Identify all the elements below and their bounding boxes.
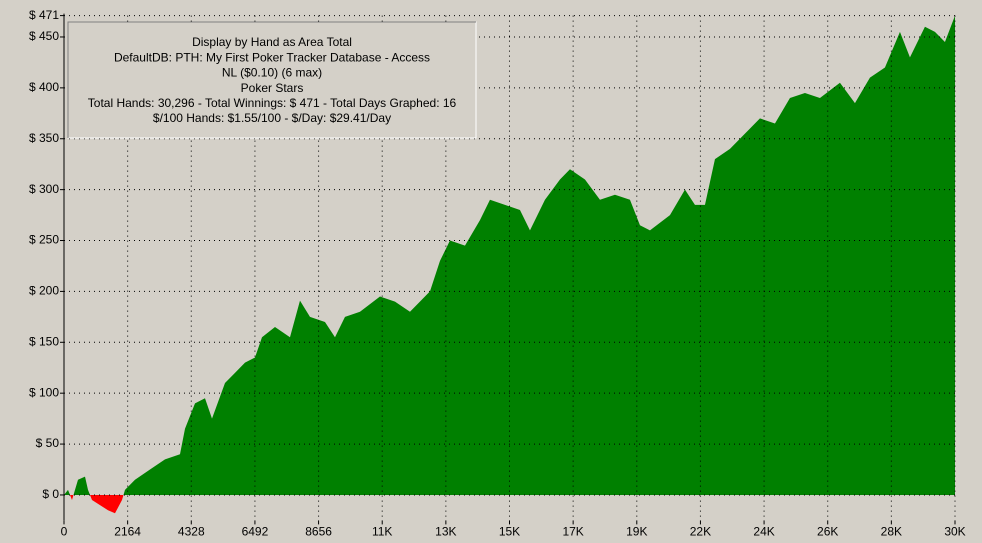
info-text: $/100 Hands: $1.55/100 - $/Day: $29.41/D… — [153, 111, 391, 125]
y-tick-label: $ 350 — [29, 131, 59, 145]
x-tick-label: 30K — [944, 525, 965, 539]
y-tick-label: $ 0 — [42, 487, 59, 501]
info-box — [67, 21, 477, 139]
info-box-shadow — [67, 21, 476, 138]
x-tick-label: 0 — [61, 525, 68, 539]
y-tick-label: $ 400 — [29, 80, 59, 94]
x-tick-label: 2164 — [114, 525, 141, 539]
x-tick-label: 28K — [881, 525, 902, 539]
x-tick-label: 24K — [753, 525, 774, 539]
x-tick-label: 22K — [690, 525, 711, 539]
y-tick-label: $ 50 — [36, 436, 60, 450]
x-tick-label: 4328 — [178, 525, 205, 539]
x-tick-label: 13K — [435, 525, 456, 539]
x-tick-label: 15K — [499, 525, 520, 539]
x-tick-label: 11K — [372, 525, 392, 539]
x-tick-label: 17K — [562, 525, 583, 539]
y-tick-label: $ 450 — [29, 29, 59, 43]
x-tick-label: 6492 — [242, 525, 269, 539]
info-text: DefaultDB: PTH: My First Poker Tracker D… — [114, 50, 430, 64]
area — [64, 15, 955, 514]
y-tick-label: $ 300 — [29, 182, 59, 196]
x-tick-label: 26K — [817, 525, 838, 539]
info-text: Total Hands: 30,296 - Total Winnings: $ … — [88, 96, 457, 110]
info-text: NL ($0.10) (6 max) — [222, 66, 322, 80]
y-tick-label: $ 471 — [29, 8, 59, 22]
info-text: Display by Hand as Area Total — [192, 35, 352, 49]
y-tick-label: $ 250 — [29, 233, 59, 247]
info-text: Poker Stars — [241, 81, 304, 95]
y-tick-label: $ 200 — [29, 284, 59, 298]
x-tick-label: 8656 — [305, 525, 332, 539]
x-tick-label: 19K — [626, 525, 647, 539]
y-tick-label: $ 150 — [29, 334, 59, 348]
y-tick-label: $ 100 — [29, 385, 59, 399]
